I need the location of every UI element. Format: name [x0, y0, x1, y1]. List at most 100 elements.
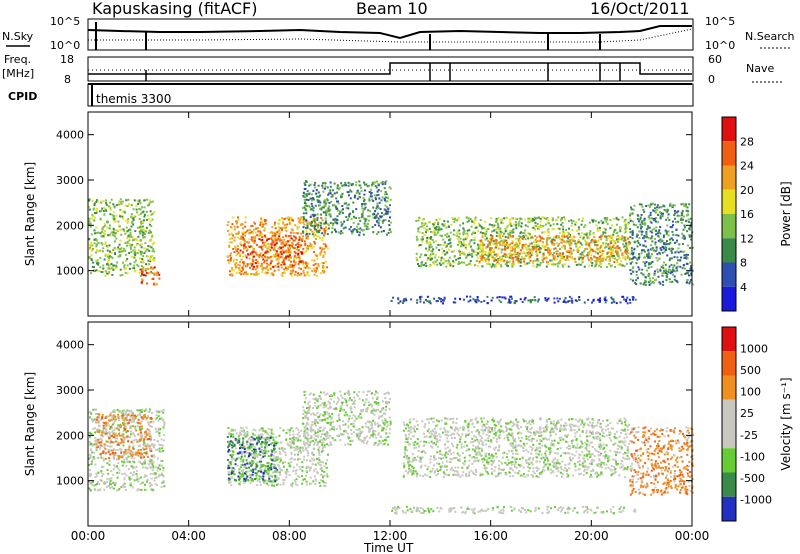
data-cell	[124, 412, 127, 415]
data-cell	[102, 429, 105, 432]
data-cell	[285, 229, 288, 232]
data-cell	[242, 255, 245, 258]
data-cell	[506, 255, 509, 258]
data-cell	[490, 251, 493, 254]
data-cell	[647, 249, 650, 252]
data-cell	[588, 264, 591, 267]
data-cell	[297, 253, 299, 256]
data-cell	[493, 224, 496, 227]
data-cell	[261, 225, 264, 228]
data-cell	[295, 248, 298, 251]
data-cell	[146, 443, 149, 446]
data-cell	[312, 198, 315, 201]
data-cell	[275, 255, 278, 258]
data-cell	[284, 235, 287, 238]
data-cell	[229, 477, 232, 480]
data-cell	[153, 273, 156, 276]
data-cell	[129, 433, 132, 436]
data-cell	[565, 235, 568, 238]
data-cell	[265, 265, 268, 268]
data-cell	[349, 189, 352, 192]
data-cell	[559, 237, 562, 240]
data-cell	[121, 417, 124, 419]
data-cell	[514, 250, 516, 253]
data-cell	[655, 233, 658, 236]
data-cell	[329, 185, 332, 188]
data-cell	[105, 415, 108, 418]
data-cell	[141, 455, 144, 458]
data-cell	[505, 243, 508, 246]
data-cell	[148, 438, 151, 440]
data-cell	[277, 465, 280, 468]
data-cell	[271, 255, 274, 258]
data-cell	[151, 469, 154, 472]
data-cell	[289, 264, 292, 266]
data-cell	[528, 220, 531, 223]
data-cell	[322, 254, 325, 257]
data-cell	[605, 220, 608, 223]
data-cell	[330, 195, 333, 198]
data-cell	[596, 260, 598, 263]
data-cell	[99, 249, 102, 252]
data-cell	[142, 259, 145, 262]
data-cell	[654, 207, 656, 210]
data-cell	[546, 217, 549, 220]
data-cell	[676, 239, 678, 242]
data-cell	[368, 191, 371, 193]
data-cell	[689, 267, 692, 270]
data-cell	[659, 247, 662, 250]
data-cell	[453, 229, 456, 232]
data-cell	[673, 269, 676, 272]
data-cell	[264, 272, 267, 275]
data-cell	[363, 202, 366, 205]
data-cell	[542, 252, 545, 255]
data-cell	[510, 263, 513, 266]
data-cell	[95, 245, 98, 248]
data-cell	[95, 420, 97, 423]
data-cell	[236, 252, 239, 255]
data-cell	[632, 257, 635, 260]
data-cell	[459, 253, 462, 256]
data-cell	[162, 418, 165, 421]
data-cell	[428, 248, 431, 251]
data-cell	[643, 250, 646, 253]
data-cell	[278, 256, 281, 259]
data-cell	[665, 242, 668, 244]
data-cell	[580, 254, 583, 257]
data-cell	[425, 247, 428, 250]
data-cell	[468, 229, 471, 232]
data-cell	[150, 255, 153, 258]
data-cell	[302, 263, 305, 266]
data-cell	[557, 244, 560, 247]
data-cell	[112, 429, 115, 432]
data-cell	[385, 210, 388, 213]
data-cell	[485, 230, 488, 233]
data-cell	[294, 262, 297, 265]
data-cell	[510, 249, 512, 252]
data-cell	[128, 460, 131, 463]
data-cell	[588, 250, 591, 253]
data-cell	[512, 248, 514, 251]
data-cell	[586, 254, 589, 257]
data-cell	[384, 196, 387, 199]
data-cell	[298, 236, 301, 239]
data-cell	[88, 441, 91, 444]
data-cell	[160, 472, 163, 475]
data-cell	[682, 202, 685, 205]
data-cell	[674, 251, 677, 254]
data-cell	[678, 243, 681, 246]
data-cell	[628, 298, 631, 301]
data-cell	[320, 262, 323, 265]
data-cell	[383, 208, 386, 211]
data-cell	[385, 200, 388, 203]
data-cell	[638, 203, 641, 206]
data-cell	[106, 432, 109, 435]
data-cell	[231, 274, 234, 277]
data-cell	[468, 242, 471, 245]
data-cell	[377, 206, 380, 209]
data-cell	[340, 224, 343, 227]
data-cell	[314, 234, 317, 237]
data-cell	[548, 253, 551, 256]
data-cell	[547, 251, 550, 254]
data-cell	[514, 225, 517, 227]
